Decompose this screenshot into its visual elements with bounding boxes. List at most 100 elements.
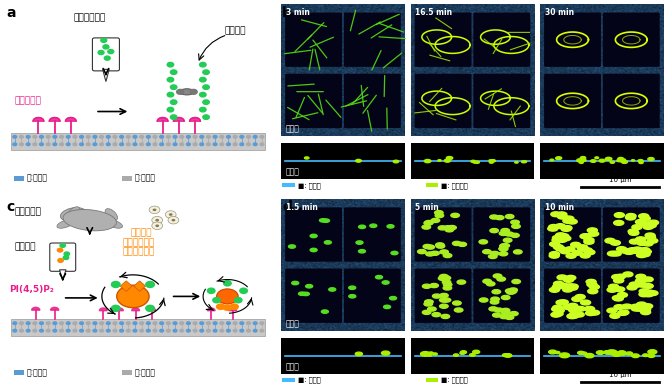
Circle shape (213, 298, 220, 303)
FancyBboxPatch shape (603, 207, 660, 262)
Circle shape (203, 115, 209, 119)
Ellipse shape (67, 207, 80, 218)
Circle shape (577, 159, 584, 162)
Circle shape (159, 329, 163, 332)
Circle shape (440, 304, 448, 308)
Bar (282, 183, 295, 187)
Circle shape (168, 92, 174, 97)
Circle shape (553, 235, 563, 240)
Circle shape (566, 253, 576, 258)
Circle shape (200, 329, 204, 332)
Circle shape (480, 298, 488, 302)
Circle shape (501, 244, 509, 248)
Circle shape (563, 216, 574, 221)
Circle shape (13, 322, 17, 325)
FancyBboxPatch shape (474, 207, 530, 262)
Text: 関わる因子の: 関わる因子の (122, 238, 154, 247)
Circle shape (111, 305, 120, 312)
Circle shape (306, 284, 313, 288)
Circle shape (111, 281, 120, 288)
Polygon shape (174, 118, 184, 121)
Circle shape (159, 322, 163, 325)
Circle shape (634, 249, 645, 254)
Circle shape (443, 286, 452, 290)
Circle shape (640, 252, 650, 257)
Circle shape (289, 245, 295, 248)
Circle shape (499, 252, 508, 256)
Circle shape (612, 352, 621, 356)
Circle shape (500, 315, 509, 319)
Ellipse shape (180, 89, 194, 95)
Circle shape (190, 90, 197, 94)
Circle shape (93, 135, 96, 138)
Circle shape (381, 351, 390, 355)
Circle shape (641, 310, 651, 315)
Circle shape (554, 308, 564, 313)
Circle shape (147, 143, 150, 146)
Circle shape (552, 238, 562, 242)
Circle shape (515, 161, 518, 163)
Circle shape (133, 143, 137, 146)
Circle shape (639, 289, 649, 294)
Circle shape (497, 277, 505, 281)
Circle shape (53, 143, 57, 146)
Circle shape (623, 272, 633, 277)
Circle shape (493, 274, 502, 278)
Circle shape (624, 249, 634, 254)
Circle shape (580, 157, 586, 159)
Circle shape (186, 322, 190, 325)
Circle shape (370, 224, 377, 227)
Circle shape (53, 329, 57, 332)
Circle shape (610, 161, 614, 163)
Circle shape (648, 238, 658, 243)
Circle shape (502, 354, 509, 357)
Circle shape (240, 135, 244, 138)
Circle shape (86, 329, 90, 332)
Circle shape (213, 143, 217, 146)
Circle shape (580, 253, 590, 258)
Circle shape (322, 219, 330, 222)
Circle shape (432, 294, 441, 298)
Circle shape (612, 296, 622, 300)
Circle shape (483, 279, 491, 283)
Circle shape (200, 63, 206, 67)
Circle shape (442, 298, 451, 302)
Circle shape (152, 217, 163, 224)
Ellipse shape (60, 208, 86, 222)
Circle shape (260, 322, 264, 325)
Circle shape (510, 312, 518, 316)
Circle shape (568, 284, 578, 289)
Circle shape (166, 143, 170, 146)
Circle shape (641, 216, 651, 221)
Circle shape (628, 249, 639, 254)
Circle shape (634, 306, 645, 311)
Circle shape (425, 220, 433, 225)
Circle shape (586, 279, 596, 284)
Circle shape (193, 322, 197, 325)
Circle shape (457, 280, 466, 284)
Circle shape (563, 278, 574, 282)
Circle shape (550, 159, 553, 161)
Circle shape (442, 280, 451, 284)
Circle shape (429, 352, 433, 354)
Bar (281, 338, 405, 374)
Circle shape (13, 135, 17, 138)
Circle shape (100, 135, 103, 138)
Circle shape (166, 322, 170, 325)
Circle shape (260, 329, 264, 332)
Polygon shape (190, 118, 200, 121)
Circle shape (636, 253, 647, 257)
Text: アクチン溶液: アクチン溶液 (74, 14, 106, 23)
Circle shape (200, 322, 204, 325)
Circle shape (53, 135, 57, 138)
Text: ファシン: ファシン (224, 26, 246, 35)
Circle shape (458, 242, 466, 246)
Circle shape (113, 329, 117, 332)
Circle shape (473, 161, 476, 163)
Circle shape (643, 304, 653, 308)
Circle shape (299, 292, 306, 295)
Circle shape (177, 90, 184, 94)
Text: 豚:流動膜: 豚:流動膜 (134, 368, 155, 377)
Text: c: c (6, 200, 14, 215)
Circle shape (584, 237, 594, 242)
